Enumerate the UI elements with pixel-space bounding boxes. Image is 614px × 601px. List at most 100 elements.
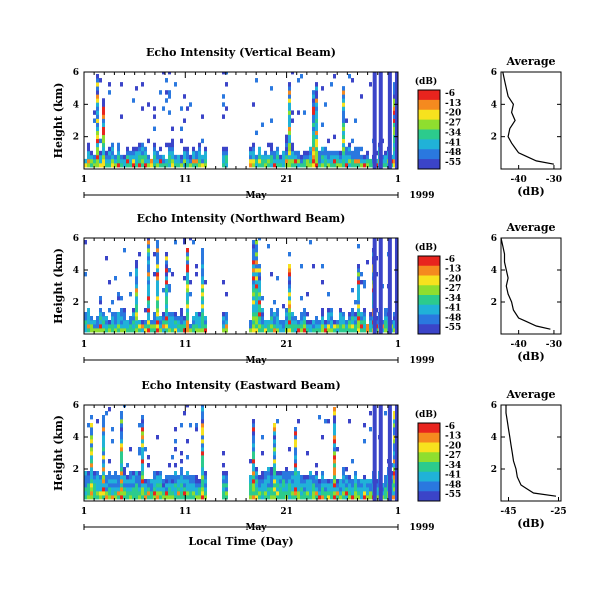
heatmap-cell — [90, 491, 93, 496]
heatmap-cell — [273, 471, 276, 476]
heatmap-cell — [294, 162, 297, 168]
heatmap-cell — [276, 276, 279, 281]
heatmap-cell — [261, 316, 264, 321]
heatmap-cell — [276, 495, 279, 500]
heatmap-cell — [255, 479, 258, 484]
heatmap-cell — [153, 142, 156, 148]
heatmap-cell — [258, 288, 261, 293]
heatmap-cell — [321, 86, 324, 91]
heatmap-cell — [333, 415, 336, 420]
heatmap-cell — [87, 479, 90, 484]
heatmap-cell — [333, 431, 336, 436]
heatmap-cell — [306, 483, 309, 488]
heatmap-cell — [267, 495, 270, 500]
heatmap-cell — [225, 475, 228, 480]
heatmap-cell — [336, 495, 339, 500]
colorbar-segment — [418, 452, 440, 458]
heatmap-cell — [123, 467, 126, 472]
heatmap-cell — [198, 316, 201, 321]
heatmap-cell — [252, 427, 255, 432]
heatmap-cell — [255, 158, 258, 164]
heatmap-cell — [90, 435, 93, 440]
heatmap-cell — [135, 483, 138, 488]
heatmap-cell — [300, 154, 303, 160]
heatmap-cells — [84, 238, 398, 334]
heatmap-cell — [384, 320, 387, 325]
heatmap-cell — [252, 495, 255, 500]
heatmap-cell — [312, 479, 315, 484]
heatmap-cell — [192, 316, 195, 321]
heatmap-cell — [333, 324, 336, 329]
heatmap-cell — [252, 300, 255, 305]
heatmap-cell — [312, 487, 315, 492]
heatmap-cell — [309, 162, 312, 168]
heatmap-cell — [309, 154, 312, 160]
heatmap-cell — [393, 114, 396, 119]
heatmap-cell — [147, 154, 150, 160]
heatmap-cell — [342, 491, 345, 496]
average-x-tick-label: -45 — [500, 507, 516, 517]
heatmap-cell — [147, 284, 150, 289]
heatmap-cell — [357, 304, 360, 309]
heatmap-cell — [135, 260, 138, 265]
heatmap-cell — [315, 122, 318, 127]
heatmap-cell — [201, 487, 204, 492]
heatmap-cell — [105, 328, 108, 333]
heatmap-cell — [330, 312, 333, 317]
heatmap-cell — [162, 320, 165, 325]
heatmap-cell — [255, 240, 258, 245]
heatmap-cell — [363, 487, 366, 492]
heatmap-cell — [342, 106, 345, 111]
heatmap-cell — [186, 439, 189, 444]
heatmap-cell — [357, 328, 360, 333]
heatmap-cell — [102, 463, 105, 468]
heatmap-cell — [393, 427, 396, 432]
heatmap-cell — [333, 491, 336, 496]
heatmap-cell — [159, 154, 162, 160]
heatmap-cell — [360, 272, 363, 277]
heatmap-cell — [180, 312, 183, 317]
heatmap-cell — [222, 316, 225, 321]
heatmap-cell — [393, 439, 396, 444]
colorbar-level: -55 — [445, 158, 461, 168]
heatmap-cell — [273, 312, 276, 317]
heatmap-cell — [252, 463, 255, 468]
heatmap-cell — [135, 284, 138, 289]
heatmap-cell — [204, 146, 207, 152]
heatmap-cell — [96, 471, 99, 476]
heatmap-cell — [339, 320, 342, 325]
heatmap-cell — [156, 256, 159, 261]
heatmap-cell — [357, 495, 360, 500]
heatmap-cell — [195, 154, 198, 160]
heatmap-cell — [258, 150, 261, 156]
heatmap-cell — [195, 423, 198, 428]
heatmap-cell — [126, 154, 129, 160]
colorbar-frame — [417, 89, 441, 170]
heatmap-cell — [315, 475, 318, 480]
heatmap-cell — [345, 491, 348, 496]
heatmap-cell — [303, 479, 306, 484]
heatmap-cell — [393, 146, 396, 152]
heatmap-cell — [354, 150, 357, 156]
heatmap-cell — [312, 158, 315, 164]
month-label: May — [245, 191, 267, 201]
heatmap-cell — [147, 300, 150, 305]
heatmap-cell — [102, 324, 105, 329]
heatmap-cell — [135, 276, 138, 281]
heatmap-cell — [156, 300, 159, 305]
heatmap-cell — [315, 154, 318, 160]
heatmap-cell — [102, 431, 105, 436]
heatmap-cell — [120, 427, 123, 432]
heatmap-cell — [126, 475, 129, 480]
heatmap-cell — [102, 415, 105, 420]
heatmap-cell — [201, 439, 204, 444]
heatmap-cell — [339, 479, 342, 484]
heatmap-cell — [363, 491, 366, 496]
heatmap-cell — [366, 158, 369, 164]
heatmap-cell — [288, 483, 291, 488]
heatmap-cell — [195, 427, 198, 432]
heatmap-cell — [339, 150, 342, 156]
colorbar-level: -6 — [445, 255, 455, 265]
heatmap-cell — [393, 320, 396, 325]
heatmap-cell — [270, 475, 273, 480]
